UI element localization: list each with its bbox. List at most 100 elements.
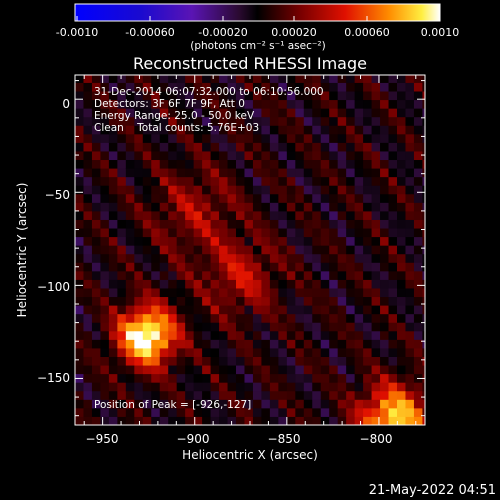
- heatmap-cell: [176, 245, 186, 255]
- heatmap-cell: [75, 210, 84, 220]
- heatmap-cell: [134, 159, 144, 169]
- heatmap-cell: [151, 313, 161, 323]
- heatmap-cell: [168, 399, 178, 409]
- heatmap-cell: [295, 382, 305, 392]
- heatmap-cell: [219, 313, 229, 323]
- heatmap-cell: [252, 253, 262, 263]
- heatmap-cell: [312, 236, 322, 246]
- heatmap-cell: [269, 193, 279, 203]
- heatmap-cell: [278, 150, 288, 161]
- heatmap-cell: [337, 296, 347, 306]
- heatmap-cell: [422, 270, 425, 280]
- heatmap-cell: [371, 159, 381, 169]
- heatmap-cell: [278, 75, 288, 83]
- heatmap-cell: [168, 99, 178, 109]
- heatmap-cell: [193, 150, 203, 161]
- heatmap-cell: [405, 347, 415, 357]
- heatmap-cell: [346, 133, 356, 143]
- heatmap-cell: [125, 236, 135, 246]
- heatmap-cell: [337, 253, 347, 263]
- heatmap-cell: [210, 356, 220, 366]
- heatmap-cell: [354, 210, 364, 220]
- heatmap-cell: [125, 228, 135, 238]
- heatmap-cell: [151, 407, 161, 417]
- heatmap-cell: [413, 168, 423, 178]
- heatmap-cell: [252, 150, 262, 161]
- heatmap-cell: [422, 193, 425, 203]
- heatmap-cell: [219, 296, 229, 306]
- heatmap-cell: [346, 356, 356, 366]
- heatmap-cell: [185, 202, 195, 212]
- heatmap-cell: [125, 279, 135, 289]
- heatmap-cell: [236, 150, 245, 161]
- heatmap-cell: [193, 330, 203, 340]
- heatmap-cell: [151, 125, 161, 135]
- heatmap-cell: [219, 416, 229, 425]
- heatmap-cell: [100, 330, 110, 340]
- heatmap-cell: [397, 82, 406, 92]
- heatmap-cell: [75, 313, 84, 323]
- heatmap-cell: [83, 356, 93, 366]
- heatmap-cell: [117, 322, 127, 332]
- heatmap-cell: [219, 365, 229, 375]
- heatmap-cell: [354, 313, 364, 323]
- heatmap-cell: [117, 279, 127, 289]
- heatmap-cell: [134, 142, 144, 152]
- heatmap-cell: [371, 150, 381, 161]
- heatmap-cell: [252, 416, 262, 425]
- heatmap-cell: [278, 305, 288, 315]
- heatmap-cell: [210, 159, 220, 169]
- heatmap-cell: [337, 176, 347, 186]
- heatmap-cell: [159, 236, 169, 246]
- heatmap-cell: [337, 305, 347, 315]
- heatmap-cell: [193, 382, 203, 392]
- heatmap-cell: [320, 270, 330, 280]
- heatmap-cell: [337, 150, 347, 161]
- heatmap-cell: [219, 185, 229, 195]
- heatmap-cell: [159, 382, 169, 392]
- heatmap-cell: [388, 150, 398, 161]
- heatmap-cell: [261, 228, 271, 238]
- heatmap-cell: [202, 116, 212, 126]
- heatmap-cell: [380, 176, 390, 186]
- heatmap-cell: [320, 133, 330, 143]
- heatmap-cell: [227, 142, 237, 152]
- heatmap-cell: [320, 108, 330, 118]
- heatmap-cell: [278, 108, 288, 118]
- heatmap-cell: [354, 270, 364, 280]
- heatmap-cell: [278, 236, 288, 246]
- colorbar-tick-label: -0.00060: [125, 26, 174, 39]
- heatmap-cell: [75, 116, 84, 126]
- heatmap-cell: [388, 296, 398, 306]
- heatmap-cell: [244, 287, 254, 298]
- heatmap-cell: [286, 407, 296, 417]
- heatmap-cell: [380, 390, 390, 400]
- heatmap-cell: [320, 262, 330, 272]
- heatmap-cell: [83, 382, 93, 392]
- heatmap-cell: [219, 322, 229, 332]
- heatmap-cell: [117, 382, 127, 392]
- heatmap-cell: [142, 108, 152, 118]
- heatmap-cell: [371, 347, 381, 357]
- heatmap-cell: [168, 176, 178, 186]
- heatmap-cell: [388, 322, 398, 332]
- heatmap-cell: [405, 91, 415, 101]
- heatmap-cell: [244, 407, 254, 417]
- heatmap-cell: [100, 296, 110, 306]
- heatmap-cell: [108, 125, 118, 135]
- heatmap-cell: [151, 91, 161, 101]
- heatmap-cell: [227, 322, 237, 332]
- heatmap-cell: [244, 228, 254, 238]
- heatmap-cell: [185, 407, 195, 417]
- heatmap-cell: [151, 330, 161, 340]
- heatmap-cell: [168, 185, 178, 195]
- heatmap-cell: [422, 339, 425, 349]
- heatmap-cell: [397, 253, 406, 263]
- heatmap-cell: [329, 347, 339, 357]
- heatmap-cell: [75, 365, 84, 375]
- heatmap-cell: [244, 262, 254, 272]
- heatmap-cell: [244, 347, 254, 357]
- heatmap-cell: [261, 125, 271, 135]
- heatmap-cell: [91, 142, 101, 152]
- heatmap-cell: [346, 305, 356, 315]
